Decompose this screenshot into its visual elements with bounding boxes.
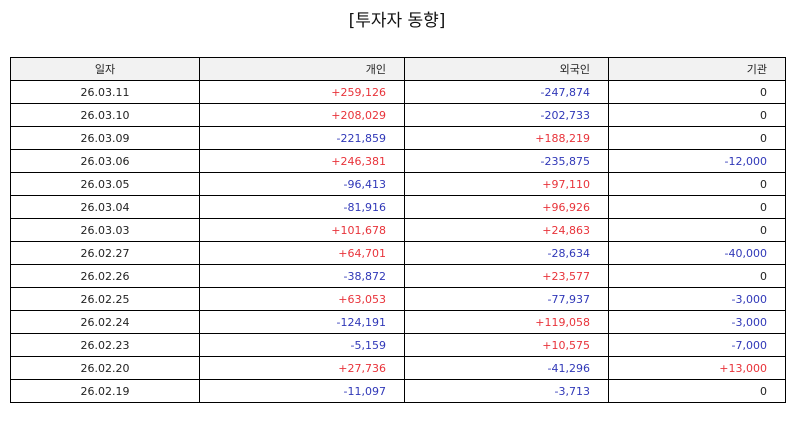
cell-date: 26.02.25 (10, 287, 200, 311)
page-title: [투자자 동향] (348, 11, 446, 31)
column-header-date: 일자 (10, 57, 200, 81)
table-row: 26.02.24 -124,191 +119,058 -3,000 (10, 310, 786, 334)
cell-institution: -12,000 (608, 149, 786, 173)
cell-foreign: -28,634 (404, 241, 609, 265)
cell-date: 26.03.09 (10, 126, 200, 150)
cell-institution: -7,000 (608, 333, 786, 357)
table-row: 26.03.10 +208,029 -202,733 0 (10, 103, 786, 127)
cell-date: 26.02.19 (10, 379, 200, 403)
column-header-foreign: 외국인 (404, 57, 609, 81)
cell-foreign: +97,110 (404, 172, 609, 196)
cell-date: 26.03.03 (10, 218, 200, 242)
cell-foreign: -235,875 (404, 149, 609, 173)
cell-institution: -3,000 (608, 287, 786, 311)
cell-individual: -124,191 (199, 310, 405, 334)
cell-individual: -38,872 (199, 264, 405, 288)
cell-individual: +63,053 (199, 287, 405, 311)
cell-individual: +64,701 (199, 241, 405, 265)
cell-institution: 0 (608, 218, 786, 242)
cell-foreign: +96,926 (404, 195, 609, 219)
table-row: 26.02.20 +27,736 -41,296 +13,000 (10, 356, 786, 380)
cell-date: 26.02.24 (10, 310, 200, 334)
cell-date: 26.03.11 (10, 80, 200, 104)
table-row: 26.03.11 +259,126 -247,874 0 (10, 80, 786, 104)
cell-institution: 0 (608, 126, 786, 150)
cell-individual: +259,126 (199, 80, 405, 104)
cell-institution: 0 (608, 80, 786, 104)
cell-foreign: +188,219 (404, 126, 609, 150)
table-row: 26.03.06 +246,381 -235,875 -12,000 (10, 149, 786, 173)
table-row: 26.03.03 +101,678 +24,863 0 (10, 218, 786, 242)
cell-foreign: -247,874 (404, 80, 609, 104)
column-header-institution: 기관 (608, 57, 786, 81)
cell-foreign: +10,575 (404, 333, 609, 357)
cell-date: 26.03.10 (10, 103, 200, 127)
cell-date: 26.03.05 (10, 172, 200, 196)
cell-date: 26.02.23 (10, 333, 200, 357)
cell-institution: -3,000 (608, 310, 786, 334)
table-row: 26.03.04 -81,916 +96,926 0 (10, 195, 786, 219)
cell-individual: +246,381 (199, 149, 405, 173)
cell-individual: +208,029 (199, 103, 405, 127)
cell-individual: -81,916 (199, 195, 405, 219)
table-row: 26.02.23 -5,159 +10,575 -7,000 (10, 333, 786, 357)
cell-foreign: +24,863 (404, 218, 609, 242)
cell-date: 26.02.27 (10, 241, 200, 265)
cell-individual: +27,736 (199, 356, 405, 380)
cell-institution: 0 (608, 195, 786, 219)
cell-institution: 0 (608, 379, 786, 403)
cell-foreign: -41,296 (404, 356, 609, 380)
table-row: 26.03.09 -221,859 +188,219 0 (10, 126, 786, 150)
investor-trend-table: 일자 개인 외국인 기관 26.03.11 +259,126 -247,874 0 26… (10, 57, 786, 403)
cell-foreign: -202,733 (404, 103, 609, 127)
table-row: 26.02.27 +64,701 -28,634 -40,000 (10, 241, 786, 265)
cell-institution: -40,000 (608, 241, 786, 265)
cell-date: 26.03.04 (10, 195, 200, 219)
cell-individual: -221,859 (199, 126, 405, 150)
cell-individual: -5,159 (199, 333, 405, 357)
cell-institution: +13,000 (608, 356, 786, 380)
cell-date: 26.02.26 (10, 264, 200, 288)
column-header-individual: 개인 (199, 57, 405, 81)
table-row: 26.02.19 -11,097 -3,713 0 (10, 379, 786, 403)
cell-institution: 0 (608, 103, 786, 127)
table-row: 26.02.25 +63,053 -77,937 -3,000 (10, 287, 786, 311)
table-row: 26.03.05 -96,413 +97,110 0 (10, 172, 786, 196)
cell-date: 26.03.06 (10, 149, 200, 173)
table-row: 26.02.26 -38,872 +23,577 0 (10, 264, 786, 288)
cell-foreign: +119,058 (404, 310, 609, 334)
cell-foreign: -3,713 (404, 379, 609, 403)
cell-institution: 0 (608, 264, 786, 288)
cell-individual: -96,413 (199, 172, 405, 196)
cell-date: 26.02.20 (10, 356, 200, 380)
cell-institution: 0 (608, 172, 786, 196)
cell-foreign: +23,577 (404, 264, 609, 288)
table-header-row: 일자 개인 외국인 기관 (10, 57, 786, 81)
cell-foreign: -77,937 (404, 287, 609, 311)
cell-individual: +101,678 (199, 218, 405, 242)
cell-individual: -11,097 (199, 379, 405, 403)
